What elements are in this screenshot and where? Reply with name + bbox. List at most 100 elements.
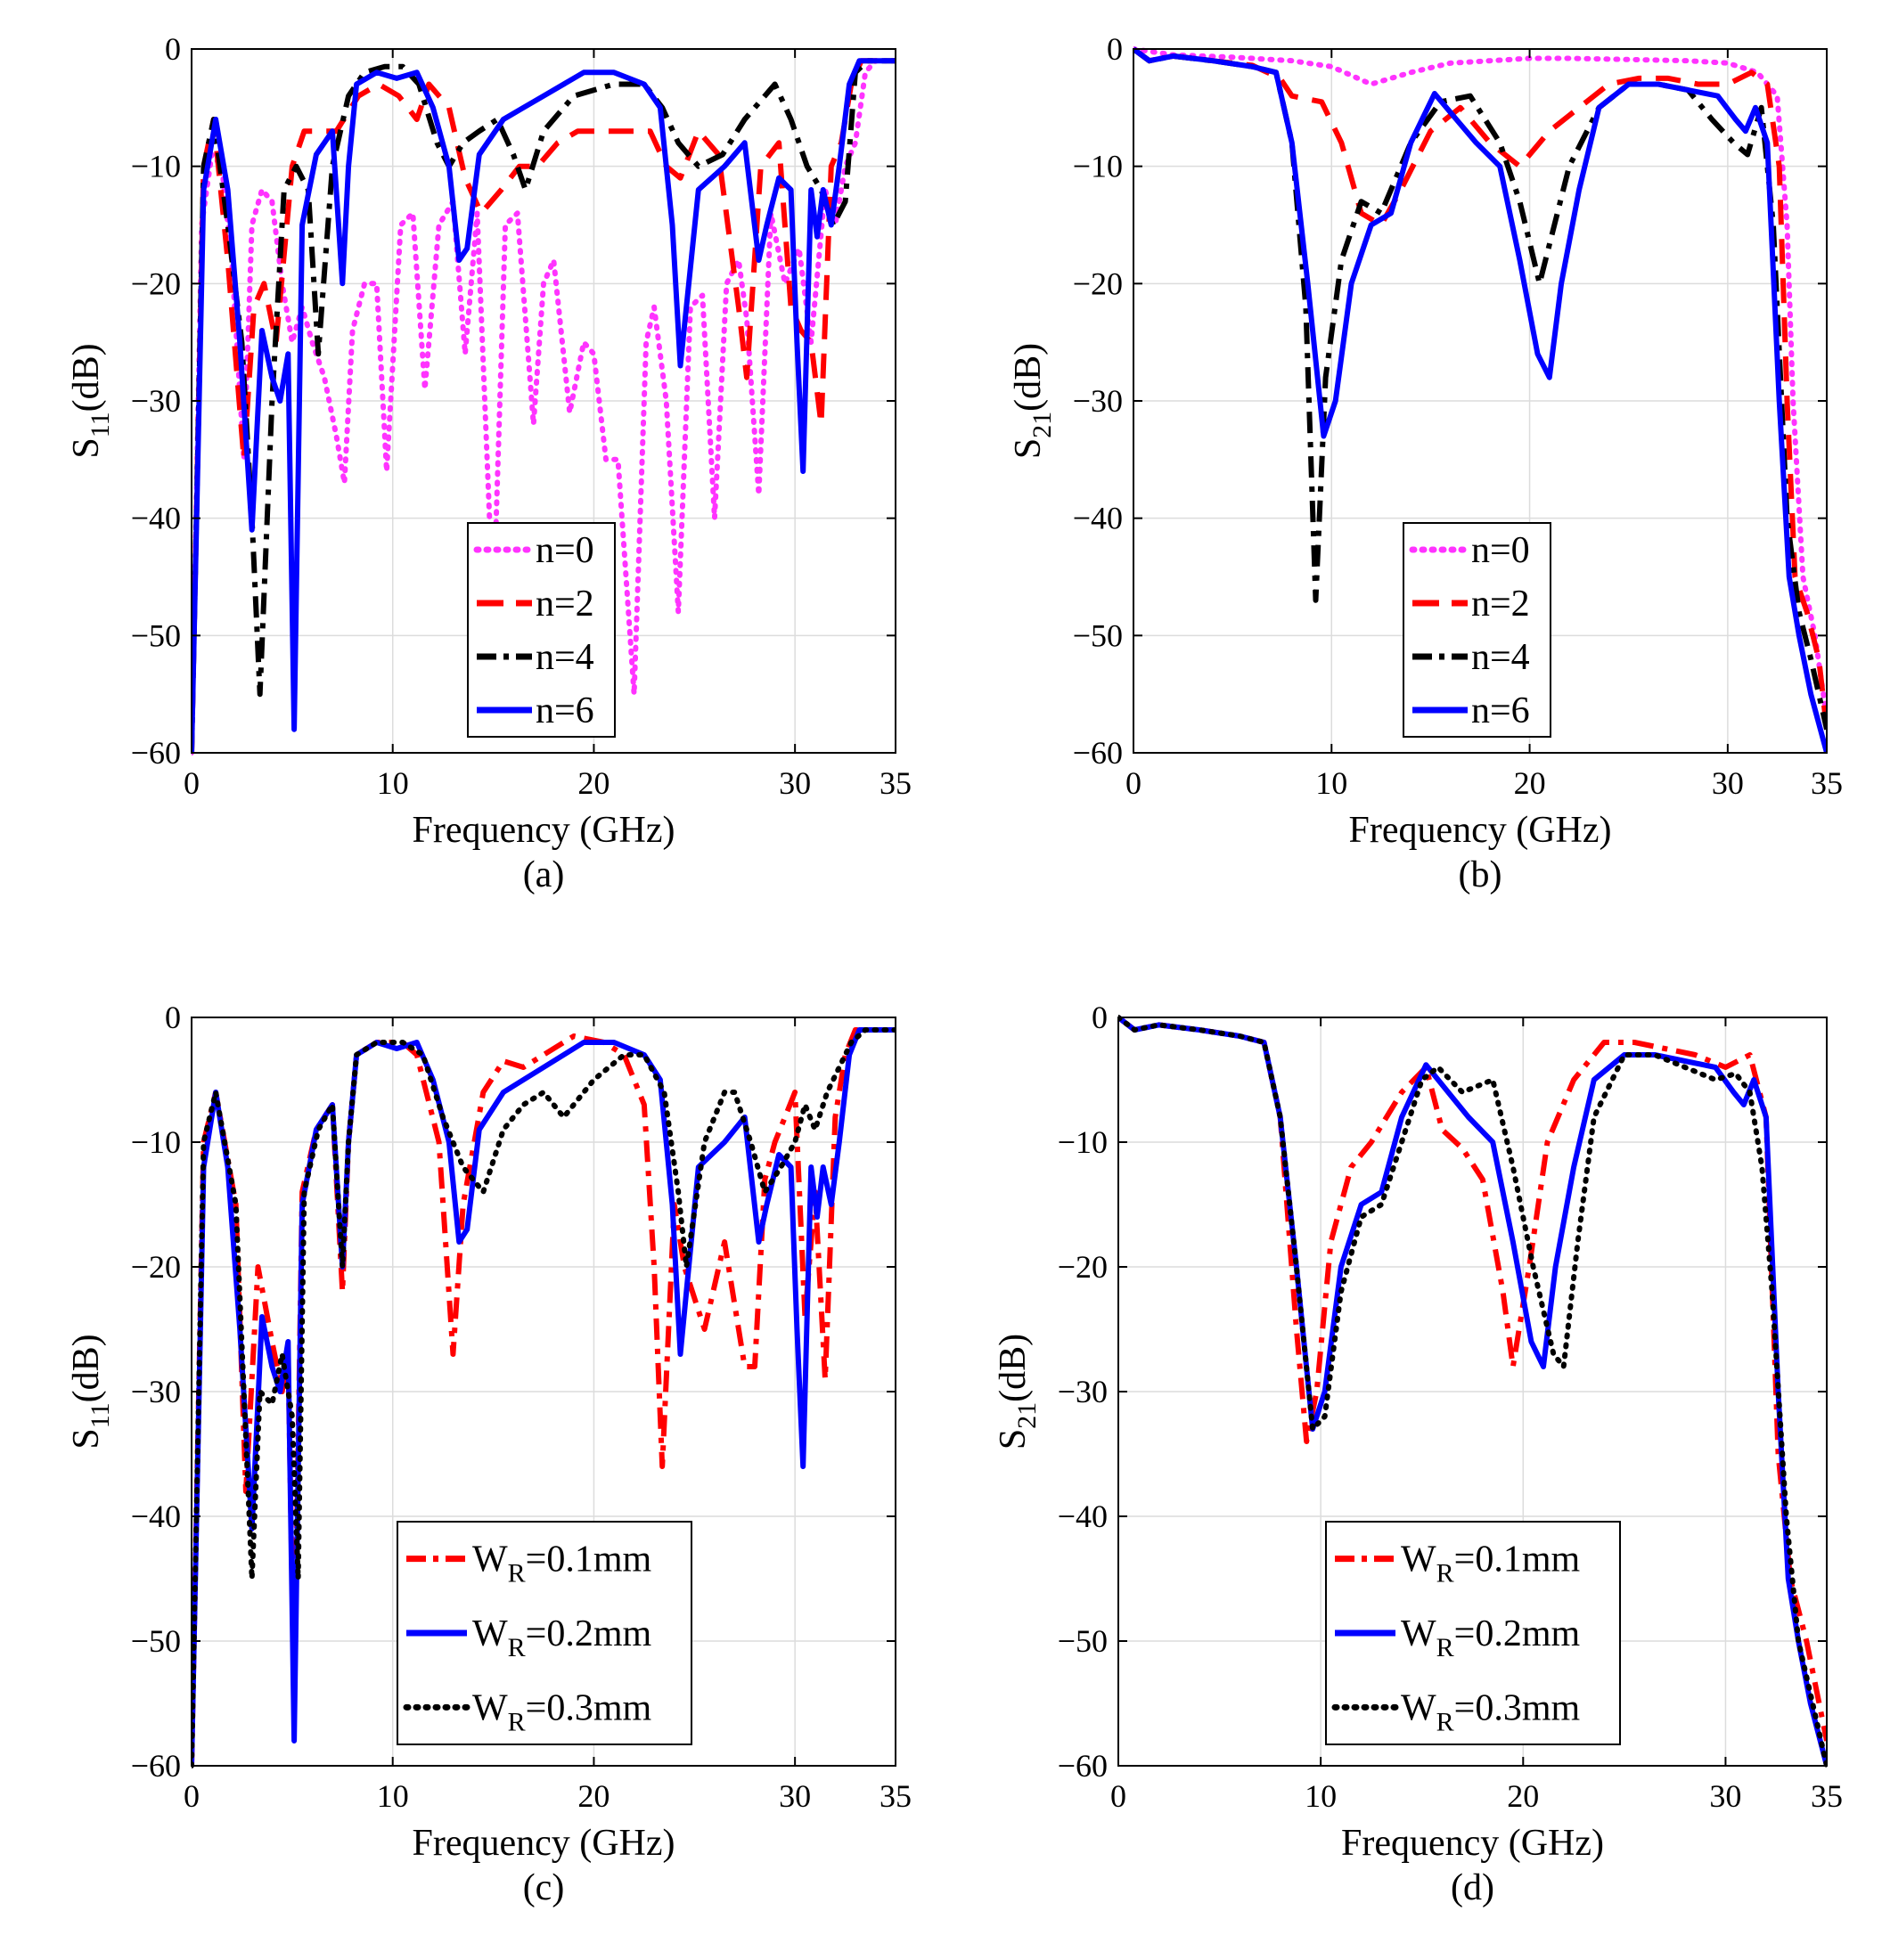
y-tick-label: −10 [1073,149,1123,184]
y-tick-label: −60 [131,1748,181,1784]
legend: n=0 n=2 n=4 n=6 [467,522,616,738]
legend-label-sub: R [1436,1707,1454,1736]
x-tick-label: 35 [1811,765,1843,801]
x-axis-label: Frequency (GHz) [412,1823,675,1864]
legend-label-sub: R [508,1559,526,1588]
series-line-3 [1133,46,1827,754]
x-tick-label: 35 [880,765,912,801]
y-tick-label: −50 [1058,1623,1108,1659]
legend-label-1: WR=0.2mm [1401,1613,1581,1662]
x-tick-label: 30 [779,765,811,801]
legend-label-sub: R [508,1633,526,1662]
y-axis-label: S11(dB) [66,1334,115,1449]
legend-label-2: n=4 [536,637,594,678]
legend-label-0: n=0 [1471,530,1530,571]
y-tick-label: −60 [1058,1748,1108,1784]
y-axis-label-sub: 21 [1012,1402,1042,1429]
x-tick-label: 35 [1811,1778,1843,1814]
y-axis-label-sub: 21 [1027,412,1057,438]
x-axis-label: Frequency (GHz) [1341,1823,1604,1864]
panel-d: 0 10 20 30 35 0 −10 −20 −30 −40 −50 −60 Frequency (G… [993,1000,1843,1908]
legend-label-1: n=2 [536,584,594,625]
y-tick-label: 0 [165,31,181,67]
legend-label-main: W [1401,1613,1436,1654]
x-tick-label: 20 [577,765,610,801]
y-tick-label: 0 [165,1000,181,1035]
x-tick-label: 35 [880,1778,912,1814]
x-tick-label: 10 [1315,765,1347,801]
y-axis-label: S21(dB) [1008,343,1057,459]
y-axis-label-unit: (dB) [66,343,107,412]
series-line-2 [1118,1015,1827,1768]
legend-label-3: n=6 [536,690,594,731]
x-tick-label: 30 [1712,765,1744,801]
legend-label-2: n=4 [1471,637,1530,678]
y-axis-label-unit: (dB) [66,1334,107,1402]
legend-label-tail: =0.1mm [526,1539,652,1580]
y-tick-label: −20 [131,1249,181,1285]
x-axis-label: Frequency (GHz) [412,810,675,851]
series-group [1133,46,1827,754]
x-tick-label: 0 [184,765,200,801]
y-tick-label: 0 [1092,1000,1108,1035]
y-tick-label: −50 [131,1623,181,1659]
series-line-3 [192,58,896,754]
y-tick-label: −40 [131,501,181,536]
y-tick-label: 0 [1107,31,1123,67]
legend-label-tail: =0.2mm [526,1613,652,1654]
legend-label-0: n=0 [536,530,594,571]
x-tick-label: 30 [779,1778,811,1814]
y-axis-label-main: S [1008,438,1049,459]
y-tick-label: −60 [131,735,181,771]
y-tick-label: −10 [131,1124,181,1160]
y-tick-label: −50 [1073,617,1123,653]
legend-label-main: W [1401,1687,1436,1728]
y-tick-label: −30 [1073,383,1123,419]
legend-label-2: WR=0.3mm [472,1687,652,1736]
legend-label-sub: R [508,1707,526,1736]
series-line-2 [192,58,896,754]
x-tick-label: 0 [1125,765,1141,801]
y-tick-label: −30 [1058,1374,1108,1409]
legend-label-0: WR=0.1mm [472,1539,652,1588]
y-axis-label: S11(dB) [66,343,115,458]
y-tick-label: −10 [131,149,181,184]
legend-label-3: n=6 [1471,690,1530,731]
y-axis-label-unit: (dB) [1008,343,1049,412]
panel-caption: (c) [523,1867,565,1908]
series-line-0 [192,58,896,755]
legend-label-2: WR=0.3mm [1401,1687,1581,1736]
y-axis-label-sub: 11 [86,1402,115,1428]
y-axis-label-main: S [66,1428,107,1449]
legend-label-main: W [1401,1539,1436,1580]
y-axis-label-main: S [993,1429,1034,1450]
legend-label-1: n=2 [1471,584,1530,625]
y-tick-label: −60 [1073,735,1123,771]
y-tick-label: −30 [131,383,181,419]
y-axis-label-main: S [66,437,107,458]
panel-caption: (d) [1451,1867,1494,1908]
legend-box [467,522,616,738]
legend-label-sub: R [1436,1633,1454,1662]
legend-label-1: WR=0.2mm [472,1613,652,1662]
y-axis-label-unit: (dB) [993,1334,1034,1402]
x-axis-label: Frequency (GHz) [1348,810,1611,851]
legend-label-0: WR=0.1mm [1401,1539,1581,1588]
x-tick-label: 0 [1110,1778,1126,1814]
legend: n=0 n=2 n=4 n=6 [1403,522,1551,738]
y-tick-label: −20 [1073,265,1123,301]
x-tick-label: 10 [1305,1778,1337,1814]
panel-b: 0 10 20 30 35 0 −10 −20 −30 −40 −50 −60 Frequency (G… [1008,31,1843,895]
legend-label-tail: =0.3mm [526,1687,652,1728]
series-group [192,58,896,755]
y-tick-label: −40 [1058,1499,1108,1534]
x-tick-label: 20 [1507,1778,1539,1814]
x-tick-label: 10 [377,1778,409,1814]
x-tick-label: 30 [1709,1778,1741,1814]
legend-label-main: W [472,1539,508,1580]
legend-label-main: W [472,1613,508,1654]
x-tick-label: 20 [577,1778,610,1814]
series-line-1 [1133,46,1827,731]
